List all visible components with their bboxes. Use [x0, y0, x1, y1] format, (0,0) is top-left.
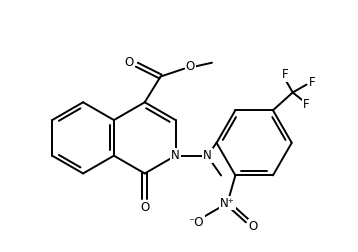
Text: ⁻O: ⁻O: [188, 216, 204, 229]
Text: F: F: [281, 68, 288, 81]
Text: F: F: [309, 76, 316, 89]
Text: F: F: [303, 98, 310, 111]
Text: O: O: [185, 60, 195, 73]
Text: N: N: [171, 149, 180, 162]
Text: O: O: [140, 201, 149, 214]
Text: N⁺: N⁺: [220, 197, 235, 210]
Text: O: O: [248, 220, 258, 233]
Text: O: O: [124, 56, 134, 69]
Text: N: N: [203, 149, 212, 162]
